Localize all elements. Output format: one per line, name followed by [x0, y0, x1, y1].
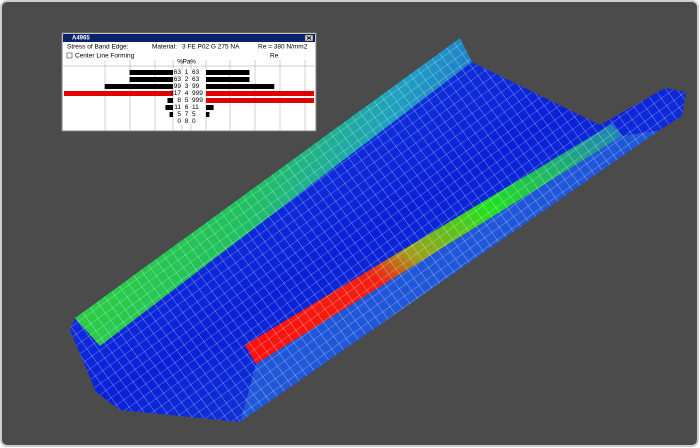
value-bg — [173, 76, 206, 83]
right-bar — [206, 105, 214, 110]
right-bar — [206, 70, 250, 75]
left-value: 317 — [170, 90, 181, 97]
left-bar — [169, 112, 173, 117]
pa-value: 2 — [185, 76, 189, 83]
pa-value: 7 — [185, 111, 189, 118]
value-bg — [173, 104, 206, 111]
left-value: 11 — [174, 104, 181, 111]
right-value: 11 — [192, 104, 199, 111]
material-label: Material: — [152, 44, 177, 51]
left-value: 8 — [177, 97, 181, 104]
left-bar — [104, 84, 173, 89]
value-bg — [173, 111, 206, 118]
left-bar — [129, 70, 173, 75]
value-bg — [173, 83, 206, 90]
value-bg — [173, 118, 206, 125]
right-value: 5 — [192, 111, 196, 118]
value-bg — [173, 69, 206, 76]
right-value: 999 — [192, 90, 203, 97]
right-bar — [206, 112, 210, 117]
material: 3 FE P02 G 275 NA — [182, 44, 240, 51]
left-bar — [165, 105, 173, 110]
re-label: Re — [270, 53, 279, 60]
column-header: Pa — [183, 59, 191, 66]
left-value: 99 — [174, 83, 182, 90]
right-value: 99 — [192, 83, 200, 90]
value-bg — [173, 90, 206, 97]
right-value: 999 — [192, 97, 203, 104]
left-value: 5 — [177, 111, 181, 118]
left-value: 63 — [174, 76, 182, 83]
left-bar — [64, 91, 174, 96]
right-value: 63 — [192, 76, 200, 83]
right-value: 63 — [192, 69, 200, 76]
title-bar — [63, 34, 315, 42]
column-header: % — [177, 59, 183, 66]
checkbox-label[interactable]: Center Line Forming — [75, 53, 135, 60]
bars — [64, 70, 314, 117]
stress-window: A4965 Stress of Band Edge: Material: 3 F… — [61, 32, 317, 132]
right-bar — [206, 77, 250, 82]
pa-value: 8 — [185, 118, 189, 125]
pa-value: 3 — [185, 83, 189, 90]
pa-value: 5 — [185, 97, 189, 104]
window-title: A4965 — [72, 36, 90, 42]
mesh-model — [70, 38, 686, 422]
right-bar — [206, 91, 314, 96]
right-bar — [206, 84, 275, 89]
right-value: 0 — [192, 118, 196, 125]
right-bar — [206, 98, 314, 103]
column-header: % — [190, 59, 196, 66]
value-bg — [173, 97, 206, 104]
pa-value: 4 — [185, 90, 189, 97]
stress-label: Stress of Band Edge: — [67, 44, 129, 51]
pa-value: 6 — [185, 104, 189, 111]
re-value: Re = 380 N/mm2 — [258, 44, 308, 51]
checkbox[interactable] — [66, 52, 73, 59]
left-bar — [129, 77, 173, 82]
pa-value: 1 — [185, 69, 189, 76]
left-value: 63 — [174, 69, 182, 76]
left-bar — [167, 98, 173, 103]
left-value: 0 — [177, 118, 181, 125]
